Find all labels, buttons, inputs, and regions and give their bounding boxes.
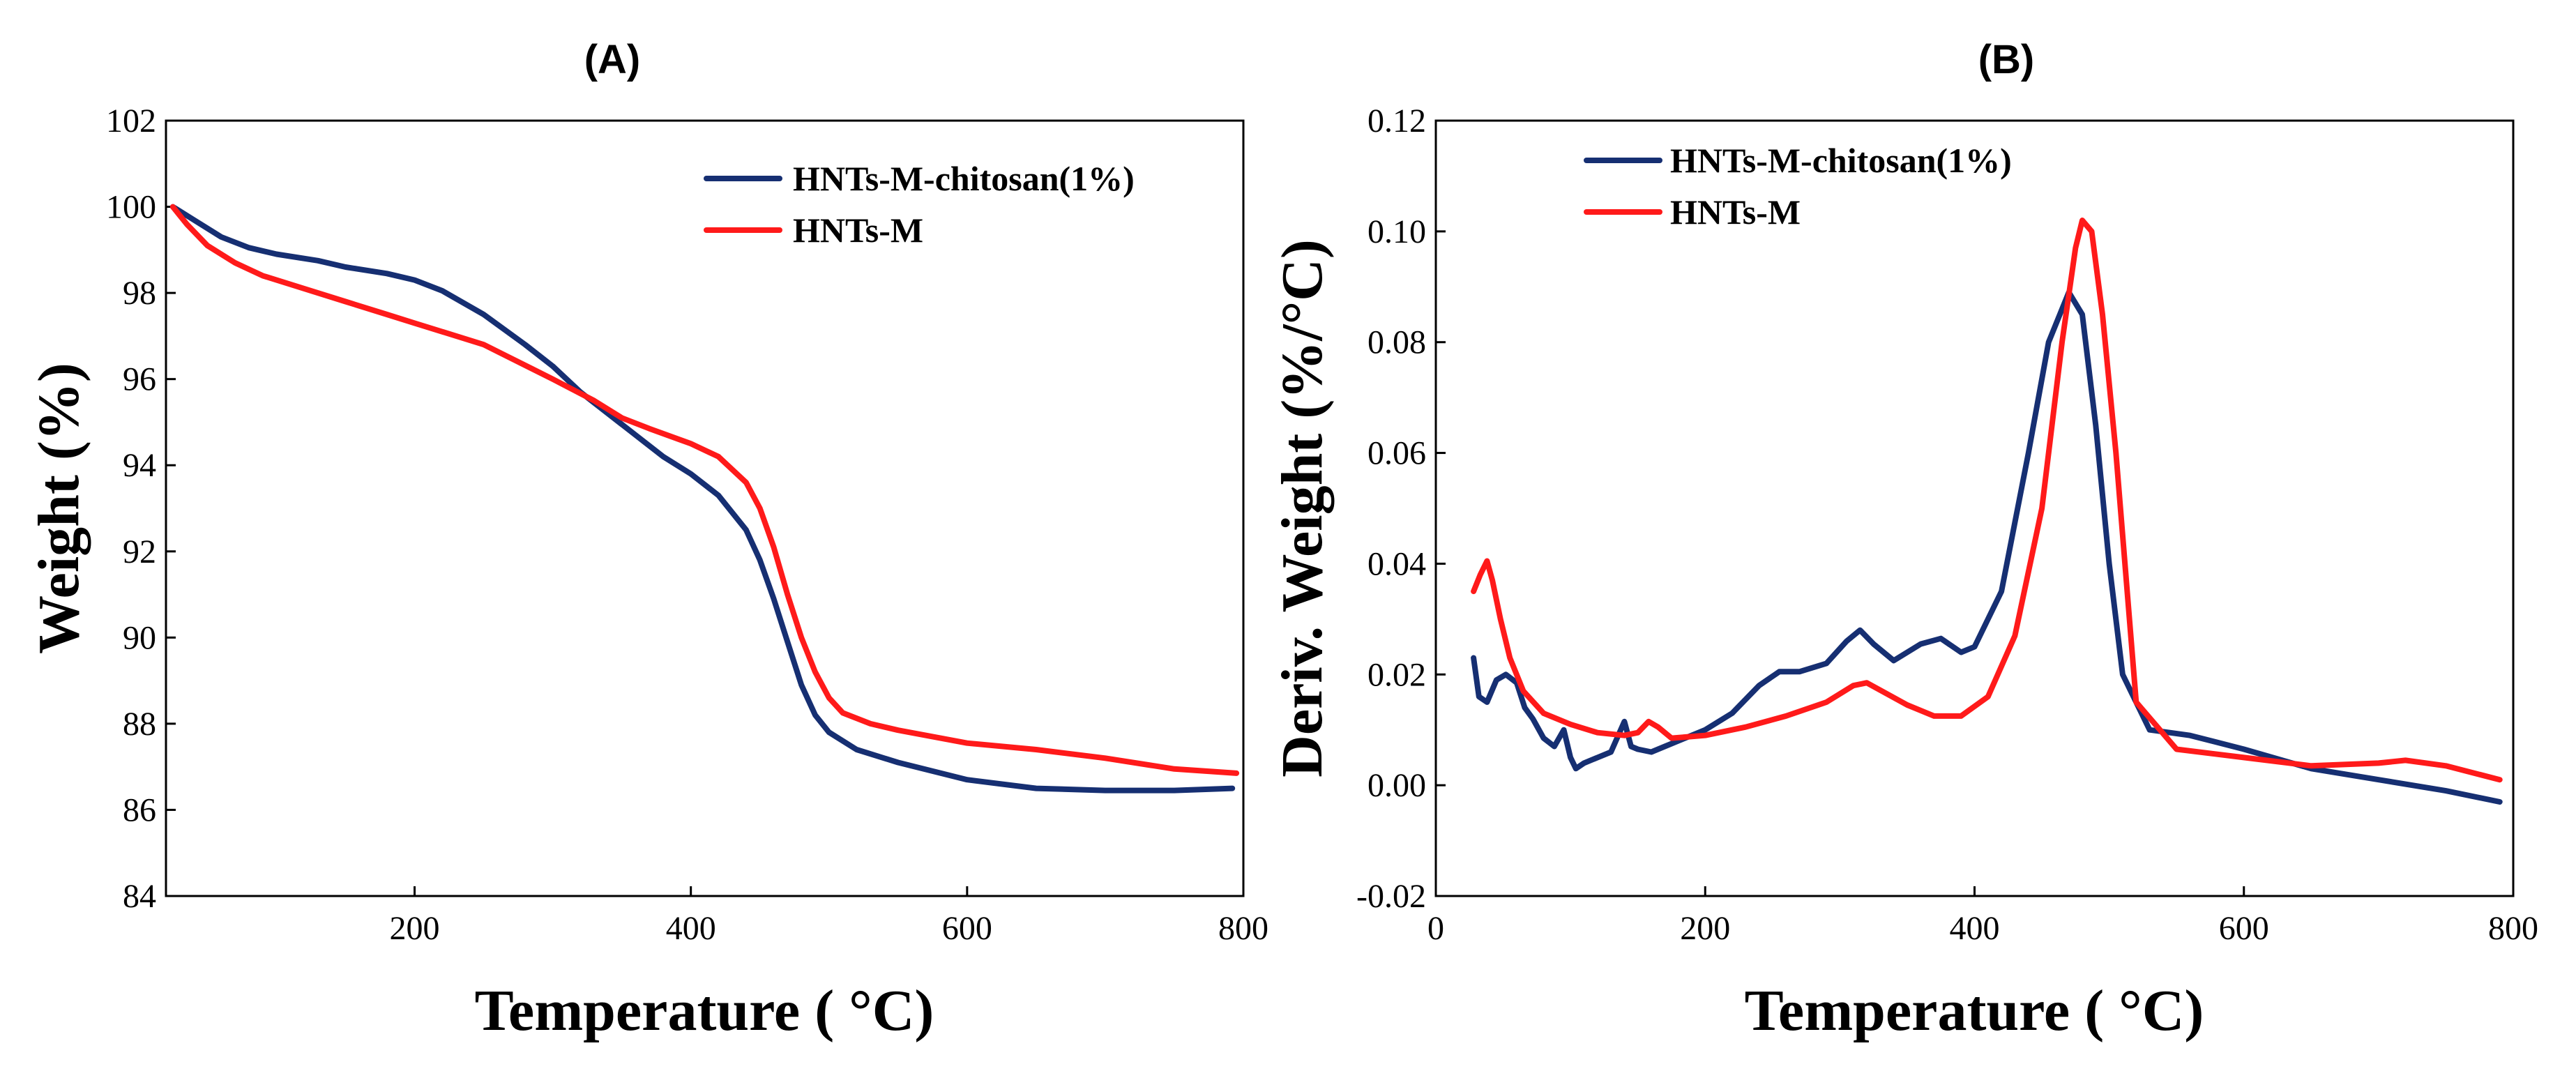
panel-b-x-tick-label: 200 [1680,910,1730,947]
panel-a-x-tick-label: 200 [390,910,440,947]
panel-a-y-tick-label: 96 [123,361,156,398]
panel-a-legend-label-1: HNTs-M-chitosan(1%) [793,159,1135,198]
panel-b-x-tick-label: 0 [1427,910,1444,947]
panel-b-y-tick-label: 0.06 [1367,435,1426,472]
panel-a-y-tick-label: 84 [123,878,156,915]
panel-b-legend-label-1: HNTs-M-chitosan(1%) [1670,141,2012,180]
panel-a-y-tick-label: 92 [123,533,156,570]
panel-a-y-tick-label: 94 [123,447,156,484]
panel-a-x-tick-label: 600 [942,910,992,947]
panel-b-y-axis-label: Deriv. Weight (%/°C) [1270,239,1335,777]
panel-a-plot-frame [165,119,1245,897]
panel-a-y-tick-label: 98 [123,275,156,312]
panel-b-title: (B) [1978,37,2035,82]
panel-a-legend-label-2: HNTs-M [793,211,923,250]
panel-b-y-tick-label: 0.04 [1367,545,1426,582]
panel-a-y-tick-label: 88 [123,706,156,743]
panel-b-legend: HNTs-M-chitosan(1%) HNTs-M [1584,141,2012,231]
panel-b-legend-label-2: HNTs-M [1670,192,1801,231]
panel-b-y-tick-label: 0.00 [1367,767,1426,804]
panel-b-y-tick-label: 0.10 [1367,213,1426,250]
panel-a-series [169,204,1240,794]
panel-a-x-tick-label: 800 [1218,910,1268,947]
panel-a-legend: HNTs-M-chitosan(1%) HNTs-M [704,159,1135,250]
panel-b-y-tick-label: -0.02 [1356,878,1426,915]
panel-a-y-tick-label: 100 [106,189,156,226]
panel-b-y-tick-label: 0.08 [1367,324,1426,361]
panel-b-x-tick-label: 600 [2219,910,2269,947]
panel-b-y-tick-label: 0.12 [1367,103,1426,139]
panel-a-y-tick-label: 90 [123,619,156,656]
panel-b-ticks: 0 200 400 600 800 -0.02 0.00 0.02 0.04 0.06 0.08 0.… [1356,103,2538,947]
panel-a-y-tick-label: 102 [106,103,156,139]
panel-a-title: (A) [584,37,641,82]
panel-a-tga-chart: (A) 200 400 600 800 84 86 88 90 92 94 96 98 100 102 T… [26,37,1268,1043]
panel-b-series [1471,218,2503,805]
panel-a-y-tick-label: 86 [123,791,156,828]
panel-b-dtg-chart: (B) 0 200 400 600 800 -0.02 0.00 0.02 0.04 0.06 0.… [1270,37,2538,1043]
panel-a-x-axis-label: Temperature ( °C) [475,978,934,1043]
panel-a-series-line-2 [169,204,1240,776]
panel-b-x-axis-label: Temperature ( °C) [1745,978,2204,1043]
panel-b-y-tick-label: 0.02 [1367,656,1426,693]
panel-a-series-line-1 [169,204,1236,794]
panel-a-x-tick-label: 400 [666,910,716,947]
panel-b-x-tick-label: 800 [2488,910,2538,947]
panel-b-x-tick-label: 400 [1950,910,2000,947]
panel-b-series-line-2 [1471,218,2503,783]
panel-a-y-axis-label: Weight (%) [26,363,91,654]
panel-b-series-line-1 [1471,289,2503,805]
panel-a-ticks: 200 400 600 800 84 86 88 90 92 94 96 98 100 102 [106,103,1268,947]
panel-b-plot-frame [1434,119,2515,897]
